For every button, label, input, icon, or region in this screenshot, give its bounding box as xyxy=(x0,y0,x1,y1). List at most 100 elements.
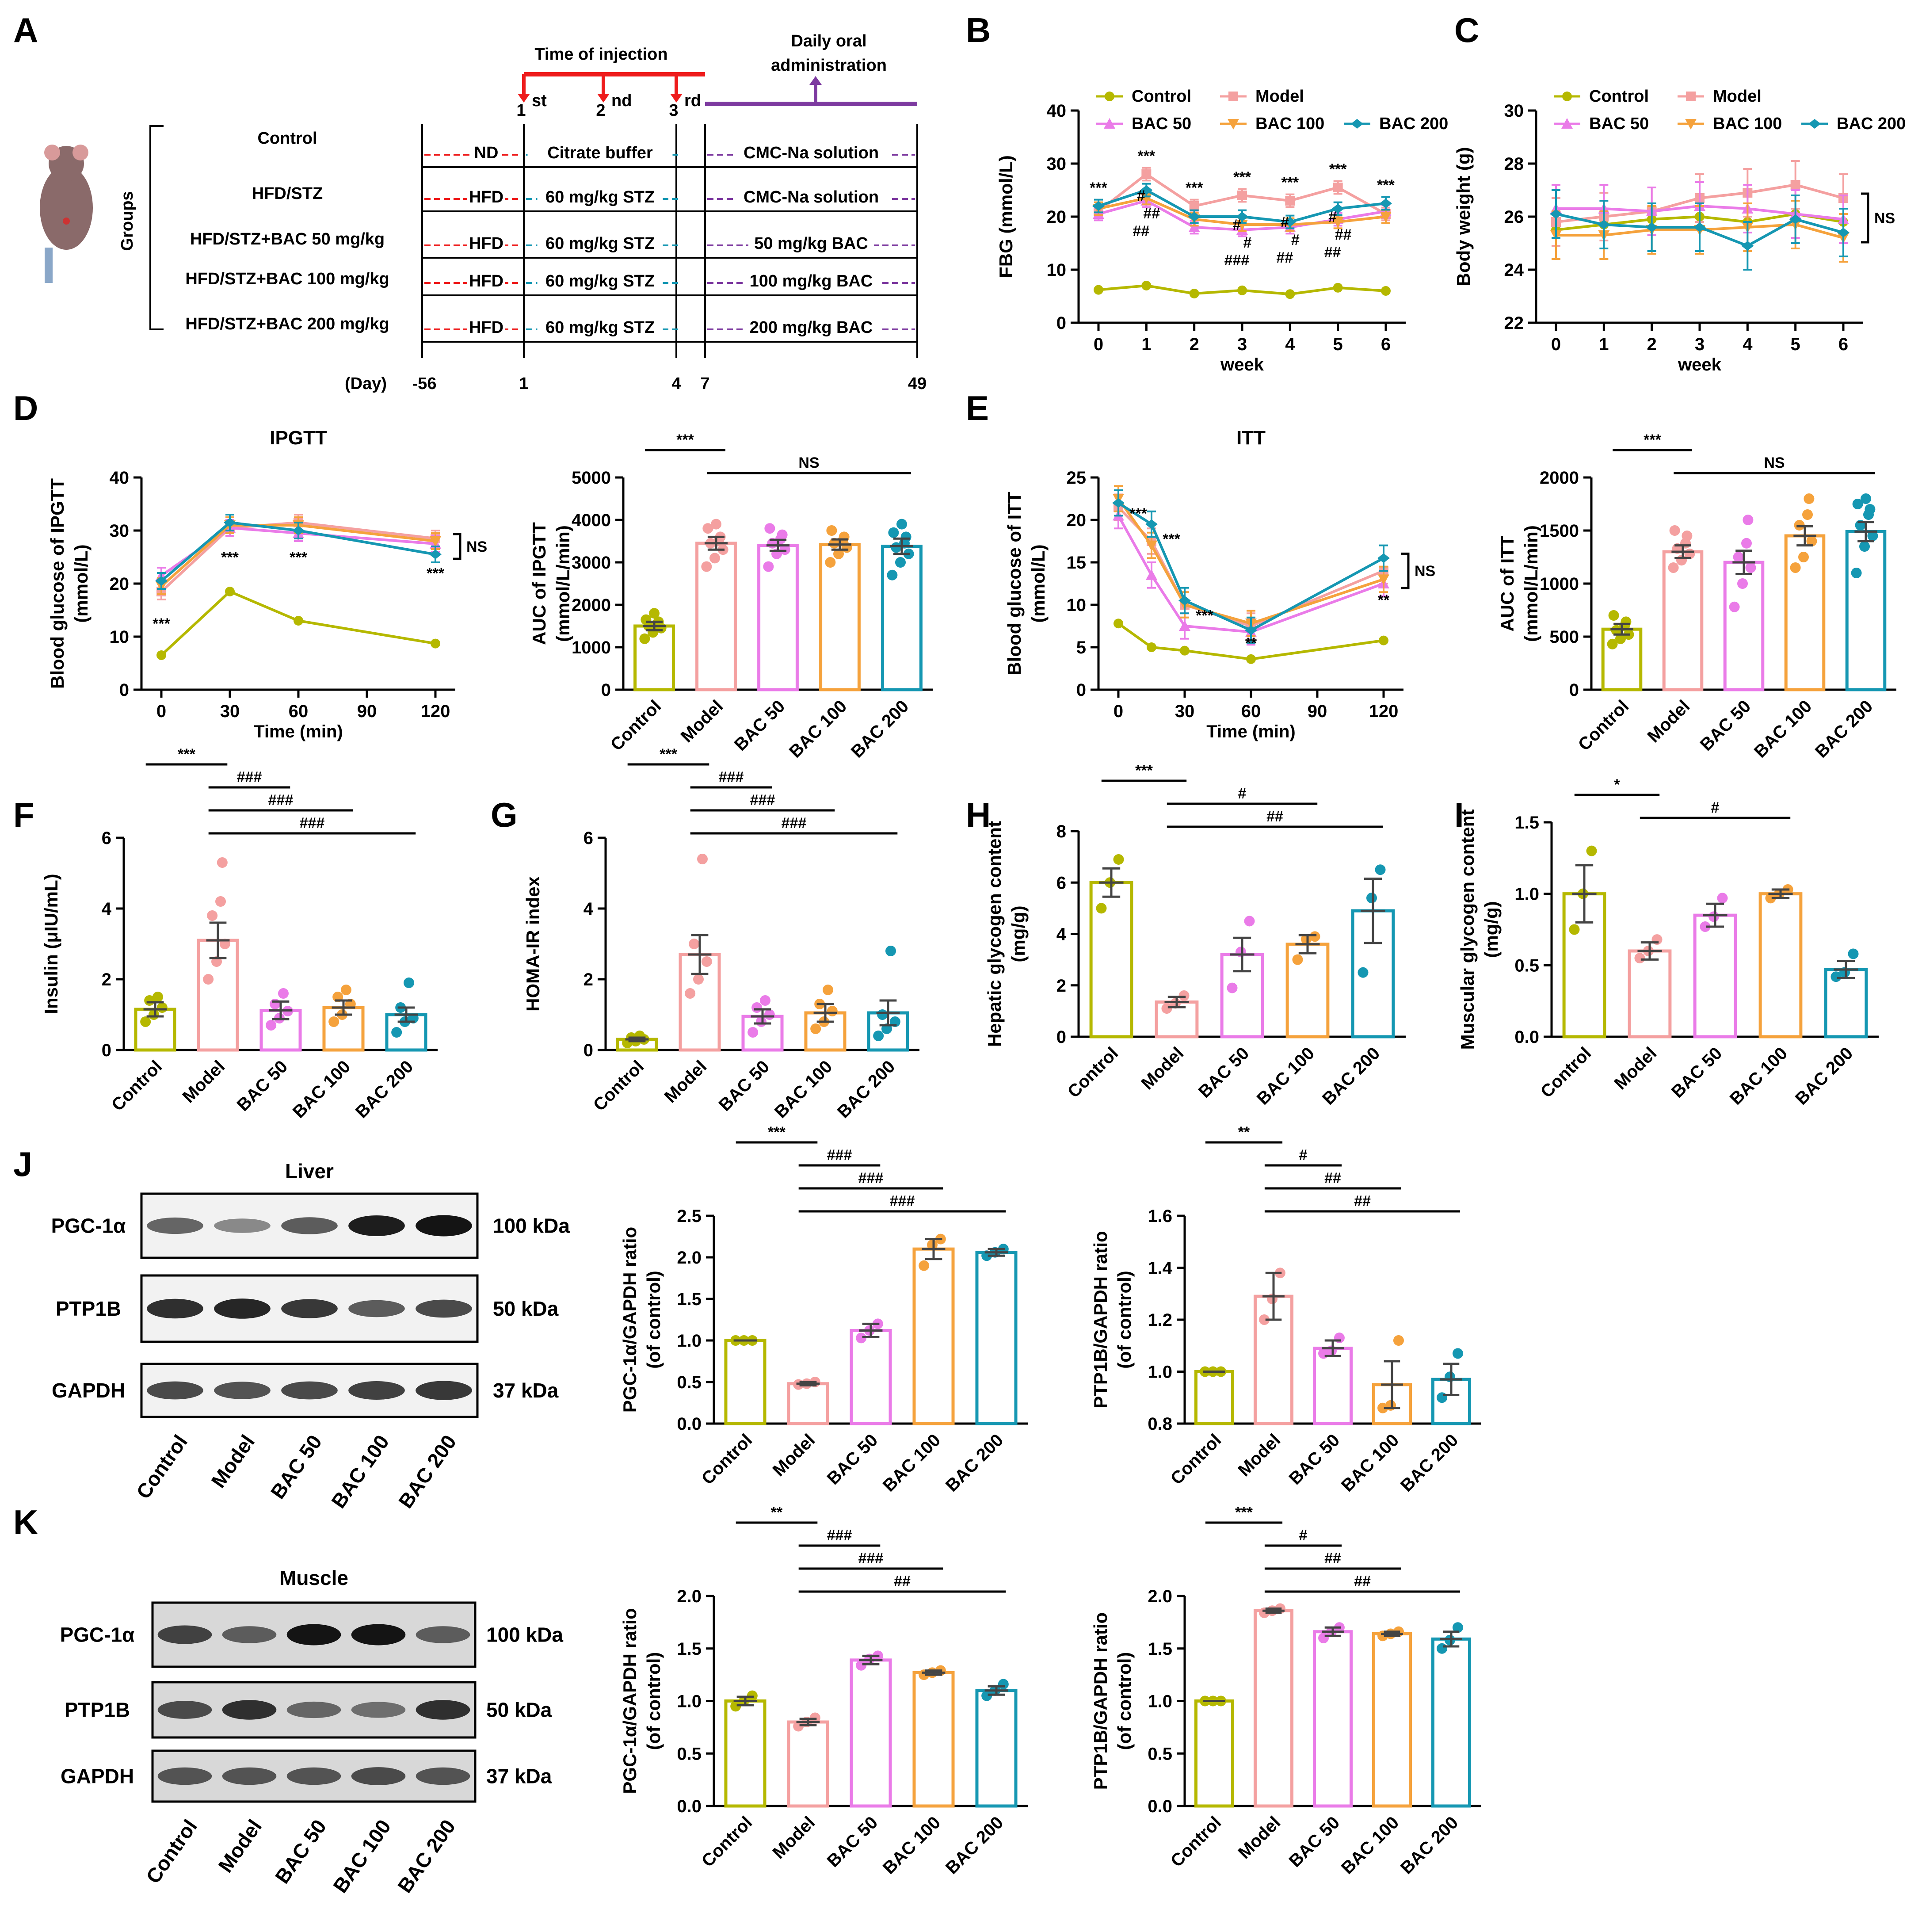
data-point xyxy=(1146,540,1157,551)
significance-label: ## xyxy=(1266,808,1283,825)
y-tick-label: 10 xyxy=(1067,596,1087,615)
protein-band xyxy=(351,1767,406,1785)
y-tick-label: 1000 xyxy=(572,638,611,657)
oral-period-label: 200 mg/kg BAC xyxy=(750,318,873,337)
data-point xyxy=(1267,1294,1278,1304)
pre-period-label: HFD xyxy=(469,272,503,290)
significance-label: *** xyxy=(153,615,170,632)
protein-label: PGC-1α xyxy=(60,1623,135,1646)
protein-label: PTP1B xyxy=(56,1297,121,1320)
data-point xyxy=(998,1679,1009,1690)
y-axis-label-unit: (mg/g) xyxy=(1481,901,1502,958)
data-point xyxy=(1700,921,1711,932)
data-point xyxy=(927,1239,938,1250)
data-point xyxy=(1189,289,1199,298)
data-point xyxy=(1112,498,1125,508)
x-tick-label: Model xyxy=(1235,1813,1285,1863)
data-point xyxy=(833,548,844,559)
stz-period-label: 60 mg/kg STZ xyxy=(545,188,655,206)
y-tick-label: 0 xyxy=(1569,680,1579,700)
chart-panel-J1: 0.0 0.5 1.0 1.5 2.0 2.5 PGC-1α/GAPDH ratio (of … xyxy=(619,1124,1028,1496)
y-tick-label: 6 xyxy=(583,829,593,848)
data-point xyxy=(224,518,236,527)
y-axis-label: PTP1B/GAPDH ratio xyxy=(1090,1231,1111,1408)
significance-label: ## xyxy=(1133,223,1149,240)
lane-label: Control xyxy=(141,1815,202,1888)
series-line-model xyxy=(1117,506,1384,628)
x-tick-label: Model xyxy=(179,1057,229,1107)
day-value: 49 xyxy=(908,374,927,393)
panel-letter: I xyxy=(1454,795,1464,834)
bar-model xyxy=(1662,550,1704,691)
y-tick-label: 0.0 xyxy=(677,1414,702,1434)
data-point xyxy=(1244,916,1255,927)
data-point xyxy=(1188,221,1200,232)
data-point xyxy=(1806,536,1817,546)
legend-marker xyxy=(1808,119,1821,129)
series-line-bac-100 xyxy=(1117,498,1384,625)
y-tick-label: 0 xyxy=(102,1041,111,1060)
x-tick-label: BAC 50 xyxy=(824,1430,882,1489)
data-point xyxy=(1669,525,1680,536)
chart-panel-H: H 0 2 4 6 8 Hepatic glycogen content (mg/g) Cont… xyxy=(966,762,1406,1109)
protein-band xyxy=(286,1624,341,1646)
injection-arrowhead xyxy=(597,94,610,103)
x-tick-label: BAC 100 xyxy=(1726,1043,1791,1108)
significance-label: ### xyxy=(827,1147,852,1164)
y-axis-label: AUC of IPGTT xyxy=(529,522,549,645)
data-point xyxy=(810,1023,821,1034)
data-point xyxy=(1145,519,1158,529)
y-tick-label: 0 xyxy=(119,680,129,700)
data-point xyxy=(1741,241,1754,251)
y-tick-label: 2.5 xyxy=(677,1207,702,1226)
data-point xyxy=(1375,864,1386,875)
lane-label: BAC 50 xyxy=(266,1431,326,1503)
molecular-weight-label: 37 kDa xyxy=(486,1765,552,1788)
x-tick-label: BAC 100 xyxy=(1338,1430,1403,1495)
data-point xyxy=(1380,199,1392,208)
data-point xyxy=(827,1006,838,1016)
x-tick-label: 0 xyxy=(1114,702,1123,721)
protein-band xyxy=(416,1767,470,1785)
y-tick-label: 1.0 xyxy=(1514,885,1539,904)
mouse-ear xyxy=(44,145,60,160)
oral-arrowhead xyxy=(809,76,822,85)
group-name: HFD/STZ xyxy=(252,184,323,203)
y-tick-label: 0 xyxy=(1056,1027,1066,1047)
significance-label: *** xyxy=(660,746,677,763)
data-point xyxy=(431,638,440,649)
x-tick-label: Model xyxy=(1138,1043,1188,1093)
significance-label: ## xyxy=(894,1573,911,1590)
data-point xyxy=(1237,191,1247,200)
significance-label: *** xyxy=(676,431,694,448)
data-point xyxy=(829,538,840,549)
lane-label: BAC 50 xyxy=(271,1815,331,1888)
injection-site xyxy=(63,218,70,225)
data-point xyxy=(225,587,235,596)
data-point xyxy=(685,988,696,999)
data-point xyxy=(1334,1333,1345,1344)
protein-band xyxy=(416,1700,470,1720)
significance-label: ## xyxy=(1324,1550,1341,1567)
data-point xyxy=(1358,967,1369,978)
annotations: *************NS xyxy=(1129,505,1435,652)
legend-entry: Control xyxy=(1132,87,1191,106)
data-point xyxy=(1682,531,1693,541)
x-tick-label: BAC 50 xyxy=(824,1813,882,1871)
lane-label: BAC 200 xyxy=(393,1815,460,1897)
bar-bac-50 xyxy=(1312,1630,1353,1808)
significance-label: ### xyxy=(750,792,775,809)
x-tick-label: 4 xyxy=(1285,335,1295,354)
data-point xyxy=(751,1002,763,1013)
significance-label: *** xyxy=(1163,531,1180,548)
data-point xyxy=(888,527,899,538)
y-tick-label: 2000 xyxy=(572,596,611,615)
data-point xyxy=(1381,286,1391,296)
y-tick-label: 22 xyxy=(1504,313,1524,333)
y-tick-label: 28 xyxy=(1504,154,1524,174)
protein-band xyxy=(214,1382,271,1399)
y-axis-label-unit: (mmol/L/min) xyxy=(1521,525,1541,642)
data-point xyxy=(1245,625,1257,635)
x-tick-label: Control xyxy=(1575,696,1633,755)
